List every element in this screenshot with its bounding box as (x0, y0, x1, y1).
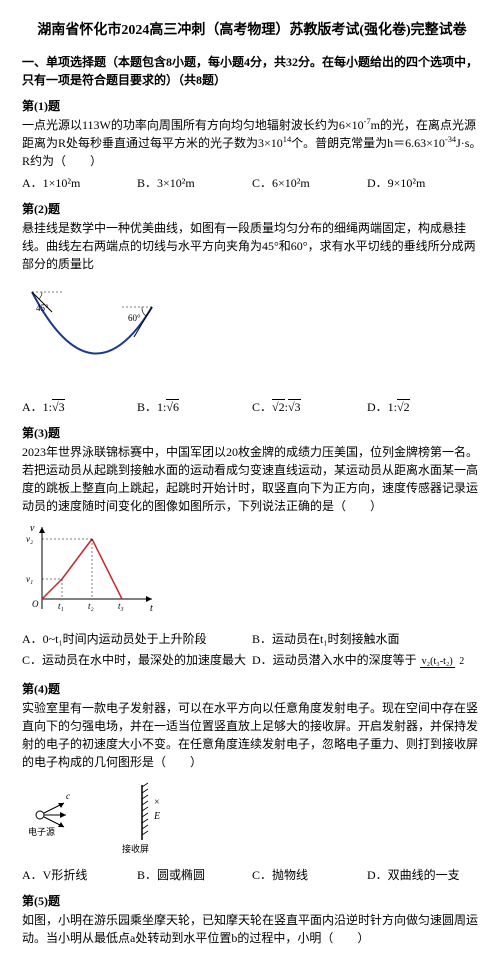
q4-number: 第(4)题 (22, 680, 482, 698)
q1-number: 第(1)题 (22, 97, 482, 115)
q4-electron-diagram: c 电子源 接收屏 × E (22, 775, 482, 860)
q2-opt-d: D．1:√2 (367, 398, 482, 416)
q1-opt-d: D．9×10²m (367, 174, 482, 192)
q2-catenary-diagram: 45° 60° (22, 277, 482, 392)
q3-number: 第(3)题 (22, 424, 482, 442)
q1-text-pre: 一点光源以113W的功率向周围所有方向均匀地辐射波长约为6×10 (22, 118, 364, 132)
q1-mid2: 个。普朗克常量为h＝6.63×10 (291, 136, 445, 150)
svg-text:v₂: v₂ (26, 534, 33, 544)
svg-text:O: O (32, 599, 39, 609)
q2-number: 第(2)题 (22, 200, 482, 218)
q5-text: 如图，小明在游乐园乘坐摩天轮，已知摩天轮在竖直平面内沿逆时针方向做匀速圆周运动。… (22, 911, 482, 947)
q2-opt-b: B．1:√6 (137, 398, 252, 416)
svg-text:E: E (153, 811, 160, 822)
q1-exp3: -34 (445, 135, 456, 144)
svg-text:t₃: t₃ (118, 601, 124, 611)
q2-opt-a: A．1:√3 (22, 398, 137, 416)
svg-text:45°: 45° (36, 303, 49, 313)
svg-text:v: v (30, 523, 35, 534)
q1-opt-b: B．3×10²m (137, 174, 252, 192)
q3-opt-d: D．运动员潜入水中的深度等于 v₂(t₃-t₂) 2 (252, 651, 482, 669)
q1-opt-a: A．1×10²m (22, 174, 137, 192)
q3-velocity-graph: v₁ v₂ t₁ t₂ t₃ v t O (22, 519, 482, 624)
q3-opt-a: A．0~t₁时间内运动员处于上升阶段 (22, 630, 252, 648)
q3-opt-c: C．运动员在水中时，最深处的加速度最大 (22, 651, 252, 669)
q1-opt-c: C．6×10²m (252, 174, 367, 192)
q2-opt-c: C．√2:√3 (252, 398, 367, 416)
q4-text: 实验室里有一款电子发射器，可以在水平方向以任意角度发射电子。现在空间中存在竖直向… (22, 699, 482, 771)
q1-text: 一点光源以113W的功率向周围所有方向均匀地辐射波长约为6×10-7m的光，在离… (22, 116, 482, 170)
q4-opt-a: A．V形折线 (22, 866, 137, 884)
svg-text:60°: 60° (128, 313, 141, 323)
svg-text:c: c (66, 791, 70, 801)
svg-text:电子源: 电子源 (28, 826, 55, 837)
q4-opt-c: C．抛物线 (252, 866, 367, 884)
q4-opt-b: B．圆或椭圆 (137, 866, 252, 884)
svg-text:v₁: v₁ (26, 574, 33, 584)
q4-opt-d: D．双曲线的一支 (367, 866, 482, 884)
svg-text:×: × (154, 797, 160, 808)
q5-number: 第(5)题 (22, 892, 482, 910)
q3-text: 2023年世界泳联锦标赛中，中国军团以20枚金牌的成绩力压美国，位列金牌榜第一名… (22, 443, 482, 515)
q1-exp1: -7 (364, 117, 371, 126)
q1-options: A．1×10²m B．3×10²m C．6×10²m D．9×10²m (22, 174, 482, 192)
svg-text:t₁: t₁ (58, 601, 64, 611)
q4-options: A．V形折线 B．圆或椭圆 C．抛物线 D．双曲线的一支 (22, 866, 482, 884)
q3-options: A．0~t₁时间内运动员处于上升阶段 B．运动员在t₁时刻接触水面 C．运动员在… (22, 630, 482, 672)
q1-exp2: 14 (283, 135, 291, 144)
q2-text: 悬挂线是数学中一种优美曲线，如图有一段质量均匀分布的细绳两端固定，构成悬挂线。曲… (22, 219, 482, 273)
exam-title: 湖南省怀化市2024高三冲刺（高考物理）苏教版考试(强化卷)完整试卷 (22, 20, 482, 41)
svg-text:t: t (150, 603, 153, 614)
q3-opt-b: B．运动员在t₁时刻接触水面 (252, 630, 482, 648)
svg-text:接收屏: 接收屏 (122, 843, 149, 854)
svg-text:t₂: t₂ (88, 601, 94, 611)
section-1-header: 一、单项选择题（本题包含8小题，每小题4分，共32分。在每小题给出的四个选项中，… (22, 53, 482, 89)
q2-options: A．1:√3 B．1:√6 C．√2:√3 D．1:√2 (22, 398, 482, 416)
